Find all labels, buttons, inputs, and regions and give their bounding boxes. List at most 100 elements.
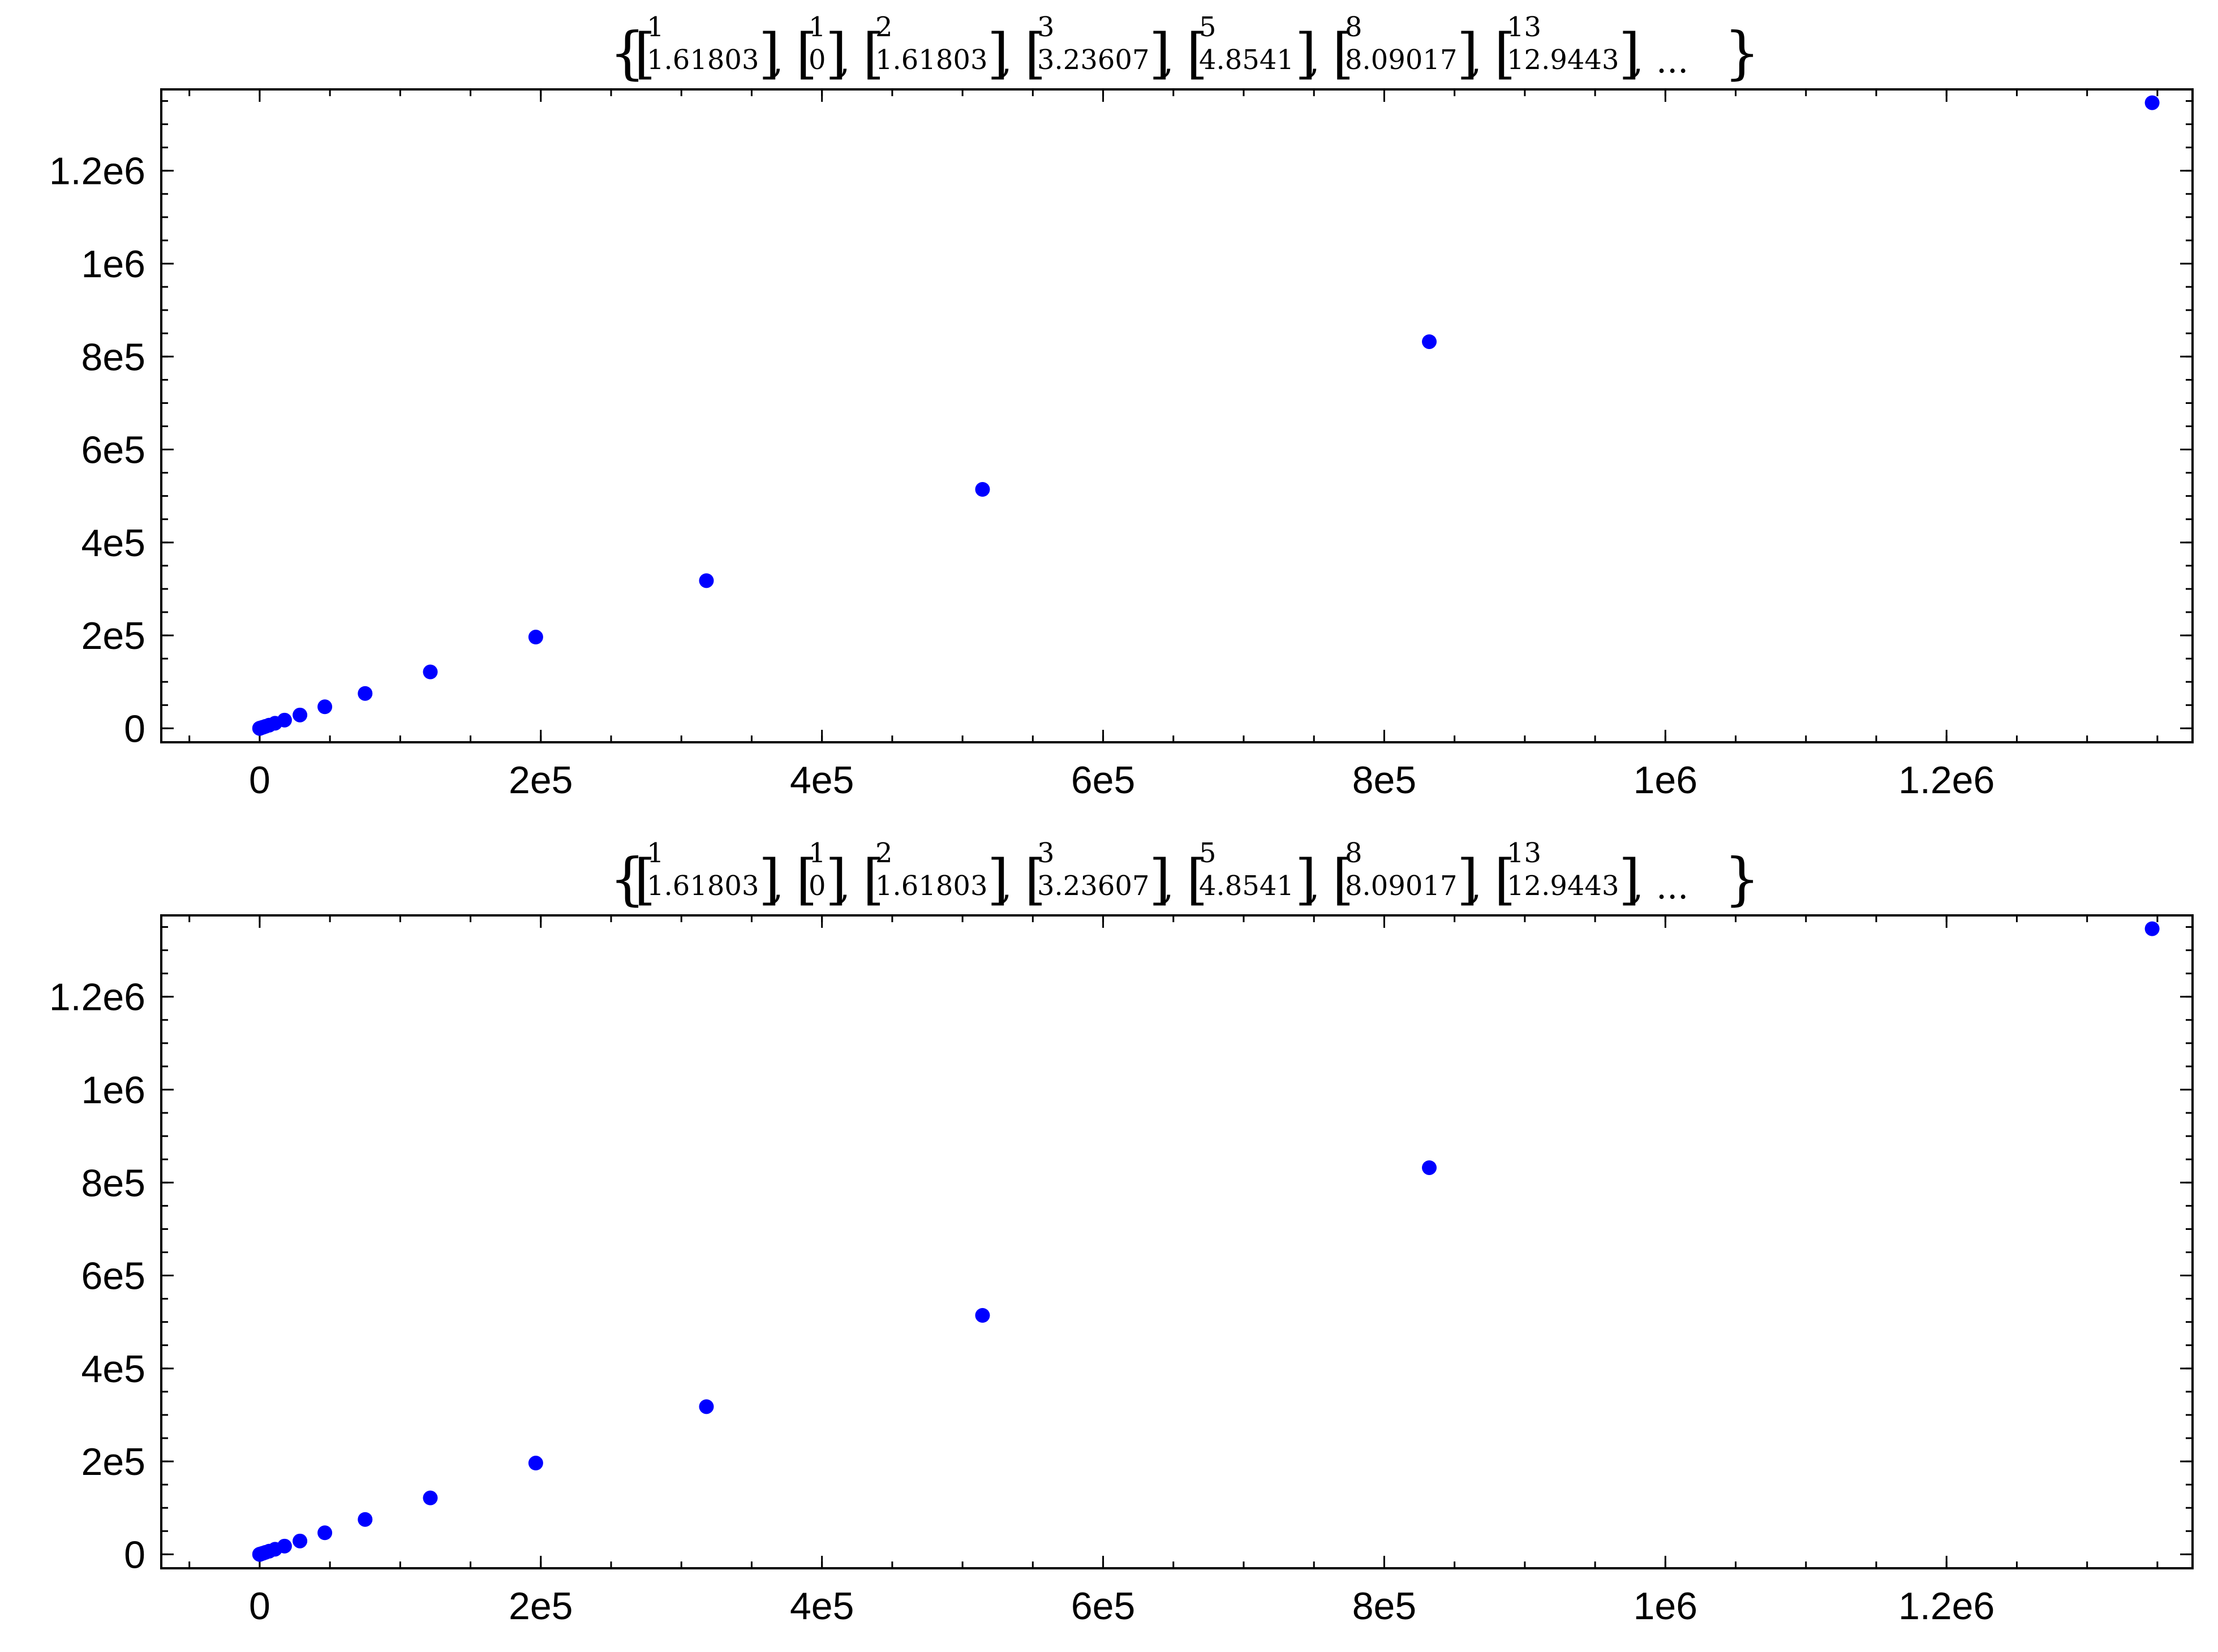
title-vector-bottom: 4.8541	[1199, 870, 1294, 902]
scatter-panel-top: {[1 1.61803],[1 0],[2 1.61803],[3 3.23607],[…	[49, 11, 2194, 802]
title-separator: ,	[1632, 41, 1643, 81]
data-point	[528, 630, 543, 645]
title-separator: ,	[1163, 41, 1174, 81]
title-vector-top: 1	[647, 837, 664, 869]
x-tick-label: 0	[249, 1585, 270, 1628]
title-vector-top: 1	[809, 837, 826, 869]
title-vector-bottom: 1.61803	[647, 44, 759, 76]
y-tick-label: 0	[124, 707, 145, 750]
y-tick-label: 2e5	[81, 1440, 145, 1483]
title-vector-bottom: 12.9443	[1507, 44, 1619, 76]
title-bracket-close: ]	[759, 22, 780, 85]
title-vector-bottom: 1.61803	[875, 44, 988, 76]
title-vector: [54.8541]	[1187, 11, 1316, 85]
y-tick-label: 4e5	[81, 1348, 145, 1391]
data-point	[2144, 95, 2160, 110]
data-point	[975, 481, 990, 497]
scatter-panel-bottom: {[1 1.61803],[1 0],[2 1.61803],[3 3.23607],[…	[0, 826, 2218, 1652]
title-vector: [11.61803]	[634, 837, 780, 911]
x-tick-label: 2e5	[509, 759, 573, 802]
title-vector: [33.23607]	[1025, 837, 1170, 911]
data-point	[2144, 921, 2160, 936]
title-open-brace: {	[609, 20, 646, 86]
y-tick-label: 8e5	[81, 1161, 145, 1204]
title-bracket-open: [	[1332, 22, 1353, 85]
title-vector-top: 1	[647, 11, 664, 43]
x-tick-label: 1.2e6	[1898, 1585, 1995, 1628]
title-vector: [10]	[796, 837, 846, 911]
y-tick-label: 6e5	[81, 1255, 145, 1298]
data-point	[277, 1538, 292, 1554]
x-tick-label: 1.2e6	[1898, 759, 1995, 802]
title-vector-top: 13	[1507, 11, 1541, 43]
title-vector-top: 8	[1345, 837, 1362, 869]
title-vector-bottom: 0	[809, 44, 826, 76]
title-separator: ,	[1471, 867, 1481, 907]
title-bracket-open: [	[634, 22, 655, 85]
title-separator: ,	[772, 867, 783, 907]
data-point	[528, 1456, 543, 1471]
x-tick-label: 4e5	[790, 1585, 854, 1628]
title-separator: ,	[1309, 867, 1319, 907]
title-bracket-open: [	[1494, 848, 1515, 911]
data-point	[1422, 1160, 1437, 1175]
title-bracket-close: ]	[1457, 22, 1478, 85]
y-tick-label: 4e5	[81, 522, 145, 565]
title-vector-bottom: 8.09017	[1345, 44, 1458, 76]
axis-ticks	[161, 89, 2193, 742]
y-tick-label: 6e5	[81, 429, 145, 472]
title-separator: ,	[1632, 867, 1643, 907]
title-vector-bottom: 0	[809, 870, 826, 902]
data-point	[699, 1399, 714, 1414]
title-bracket-open: [	[1187, 22, 1207, 85]
data-point	[699, 573, 714, 588]
data-point	[975, 1307, 990, 1323]
axis-ticks	[161, 915, 2193, 1568]
y-tick-label: 1.2e6	[49, 976, 145, 1019]
y-tick-label: 1e6	[81, 243, 145, 286]
title-vector-top: 2	[875, 11, 893, 43]
title-vector-top: 5	[1199, 837, 1217, 869]
title-vector-bottom: 3.23607	[1037, 870, 1150, 902]
title-vector-top: 2	[875, 837, 893, 869]
data-point	[277, 712, 292, 728]
data-point	[423, 664, 438, 679]
title-bracket-open: [	[796, 22, 817, 85]
title-open-brace: {	[609, 846, 646, 912]
x-tick-label: 2e5	[509, 1585, 573, 1628]
x-tick-label: 8e5	[1352, 1585, 1416, 1628]
title-vector: [10]	[796, 11, 846, 85]
chart-title: {[11.61803], [10], [21.61803], [33.23607],[…	[609, 11, 1760, 86]
title-ellipsis: ...	[1656, 867, 1688, 907]
title-vector-bottom: 8.09017	[1345, 870, 1458, 902]
title-vector-top: 13	[1507, 837, 1541, 869]
y-tick-label: 1e6	[81, 1069, 145, 1112]
title-bracket-close: ]	[1149, 22, 1170, 85]
title-bracket-close: ]	[1149, 848, 1170, 911]
title-separator: ,	[839, 41, 850, 81]
title-bracket-open: [	[863, 848, 884, 911]
x-tick-label: 1e6	[1634, 759, 1697, 802]
data-points	[252, 95, 2160, 736]
title-separator: ,	[1163, 867, 1174, 907]
title-vector: [21.61803]	[863, 11, 1008, 85]
title-separator: ,	[772, 41, 783, 81]
title-vector-top: 5	[1199, 11, 1217, 43]
title-bracket-close: ]	[1295, 22, 1316, 85]
title-close-brace: }	[1724, 20, 1760, 86]
title-vector-bottom: 12.9443	[1507, 870, 1619, 902]
x-tick-label: 4e5	[790, 759, 854, 802]
title-bracket-open: [	[1025, 848, 1046, 911]
title-bracket-open: [	[634, 848, 655, 911]
title-vector-bottom: 1.61803	[647, 870, 759, 902]
title-bracket-open: [	[1494, 22, 1515, 85]
title-bracket-close: ]	[1619, 22, 1640, 85]
y-tick-label: 8e5	[81, 335, 145, 378]
title-bracket-open: [	[863, 22, 884, 85]
x-tick-label: 1e6	[1634, 1585, 1697, 1628]
title-vector: [88.09017]	[1332, 837, 1478, 911]
title-separator: ,	[1471, 41, 1481, 81]
title-bracket-open: [	[1332, 848, 1353, 911]
